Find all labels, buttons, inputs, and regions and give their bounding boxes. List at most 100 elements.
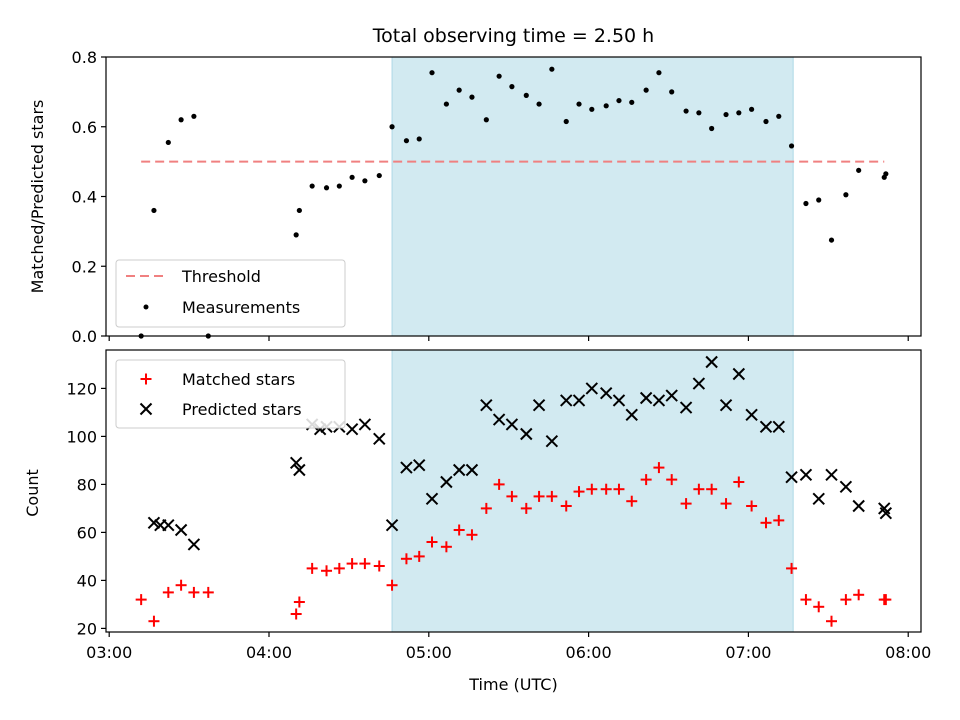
matched-star-point xyxy=(162,586,174,598)
measurement-point xyxy=(376,172,382,179)
matched-star-point xyxy=(135,594,147,606)
matched-star-point xyxy=(693,483,705,495)
matched-star-point xyxy=(880,594,892,606)
matched-star-point xyxy=(733,476,745,488)
measurement-point xyxy=(629,99,635,105)
predicted-star-point xyxy=(505,418,519,431)
matched-star-point xyxy=(800,594,812,606)
measurement-point xyxy=(523,92,529,98)
predicted-star-point xyxy=(545,434,559,448)
predicted-star-point xyxy=(532,398,546,412)
predicted-star-point xyxy=(585,382,599,395)
matched-star-point xyxy=(493,478,505,490)
y-tick-label: 80 xyxy=(77,475,97,494)
matched-star-point xyxy=(480,502,492,514)
predicted-star-point xyxy=(187,538,201,551)
y-tick-label: 120 xyxy=(66,379,97,398)
matched-star-point xyxy=(453,524,465,536)
predicted-star-point xyxy=(452,463,466,477)
measurement-point xyxy=(509,84,515,90)
predicted-star-point xyxy=(812,492,825,506)
x-tick-label: 04:00 xyxy=(246,643,292,662)
predicted-star-point xyxy=(413,458,426,472)
predicted-star-point xyxy=(599,386,613,400)
matched-star-point xyxy=(440,541,452,553)
x-axis-title: Time (UTC) xyxy=(468,675,557,694)
measurement-point xyxy=(776,113,782,119)
predicted-star-point xyxy=(465,463,479,477)
measurement-point xyxy=(178,117,184,123)
measurement-point xyxy=(683,108,689,114)
matched-star-point xyxy=(786,562,798,574)
matched-star-point xyxy=(386,579,398,591)
matched-star-point xyxy=(175,579,187,591)
predicted-star-point xyxy=(492,413,506,426)
matched-star-point xyxy=(293,596,305,608)
measurement-point xyxy=(165,139,171,146)
top-axes: 0.0 0.2 0.4 0.6 0.8 xyxy=(72,48,922,346)
measurement-point xyxy=(709,125,715,132)
predicted-star-point xyxy=(480,398,493,412)
matched-star-point xyxy=(506,490,518,502)
bottom-legend: Matched stars Predicted stars xyxy=(115,359,346,429)
predicted-star-point xyxy=(358,418,372,431)
matched-star-point xyxy=(148,615,160,627)
measurement-point xyxy=(736,110,742,116)
matched-star-point xyxy=(359,558,371,570)
measurement-legend-marker xyxy=(143,304,149,310)
top-panel: 0.00.20.40.60.8 Matched/Predicted stars … xyxy=(28,48,922,346)
matched-star-point xyxy=(840,594,852,606)
measurement-point xyxy=(749,106,755,112)
matched-star-point xyxy=(586,483,598,495)
measurement-point xyxy=(856,167,862,173)
predicted-star-point xyxy=(705,355,718,369)
predicted-star-point xyxy=(852,499,865,513)
matched-star-point xyxy=(706,483,718,495)
predicted-star-point xyxy=(799,468,813,482)
measurement-point xyxy=(616,97,622,104)
measurement-point xyxy=(151,207,157,214)
predicted-star-point xyxy=(652,394,666,407)
top-legend-box xyxy=(115,259,346,328)
measurement-point xyxy=(763,118,769,125)
predicted-star-point xyxy=(345,422,359,436)
matched-legend-label: Matched stars xyxy=(182,370,295,389)
predicted-star-point xyxy=(572,394,586,407)
matched-star-point xyxy=(720,498,732,510)
measurement-point xyxy=(536,101,542,107)
measurement-point xyxy=(589,106,595,112)
measurement-point xyxy=(723,111,729,118)
predicted-star-point xyxy=(162,518,175,532)
matched-legend-marker-shape xyxy=(140,373,152,385)
measurement-point xyxy=(696,110,702,116)
y-tick-label: 0.2 xyxy=(72,257,97,276)
measurement-point xyxy=(843,192,849,198)
measurement-point xyxy=(816,197,822,203)
predicted-legend-label: Predicted stars xyxy=(182,400,302,419)
matched-star-point xyxy=(400,553,412,565)
threshold-legend-label: Threshold xyxy=(181,267,261,286)
matched-star-point xyxy=(520,502,532,514)
bottom-panel: 20 40 60 80 100 120 03:00 04:00 05:00 06:00 07:00 0… xyxy=(23,349,931,694)
predicted-star-point xyxy=(745,408,758,422)
measurement-point xyxy=(563,118,569,125)
predicted-star-point xyxy=(400,461,413,474)
measurement-point xyxy=(416,136,422,142)
matched-star-point xyxy=(666,474,678,486)
matched-star-point xyxy=(560,500,572,512)
chart-title: Total observing time = 2.50 h xyxy=(372,25,654,47)
predicted-star-point xyxy=(520,427,533,441)
measurement-point xyxy=(656,70,662,76)
matched-star-point xyxy=(613,483,625,495)
top-legend: Threshold Measurements xyxy=(115,259,346,328)
predicted-star-point xyxy=(772,420,785,434)
measurement-point xyxy=(296,207,302,214)
measurement-point xyxy=(549,66,555,72)
measurement-point xyxy=(828,237,835,243)
measurement-point xyxy=(362,178,368,184)
measurement-point xyxy=(576,101,582,107)
predicted-star-point xyxy=(560,394,573,407)
predicted-star-point xyxy=(639,391,653,405)
predicted-star-point xyxy=(679,401,693,414)
measurement-point xyxy=(349,174,355,180)
